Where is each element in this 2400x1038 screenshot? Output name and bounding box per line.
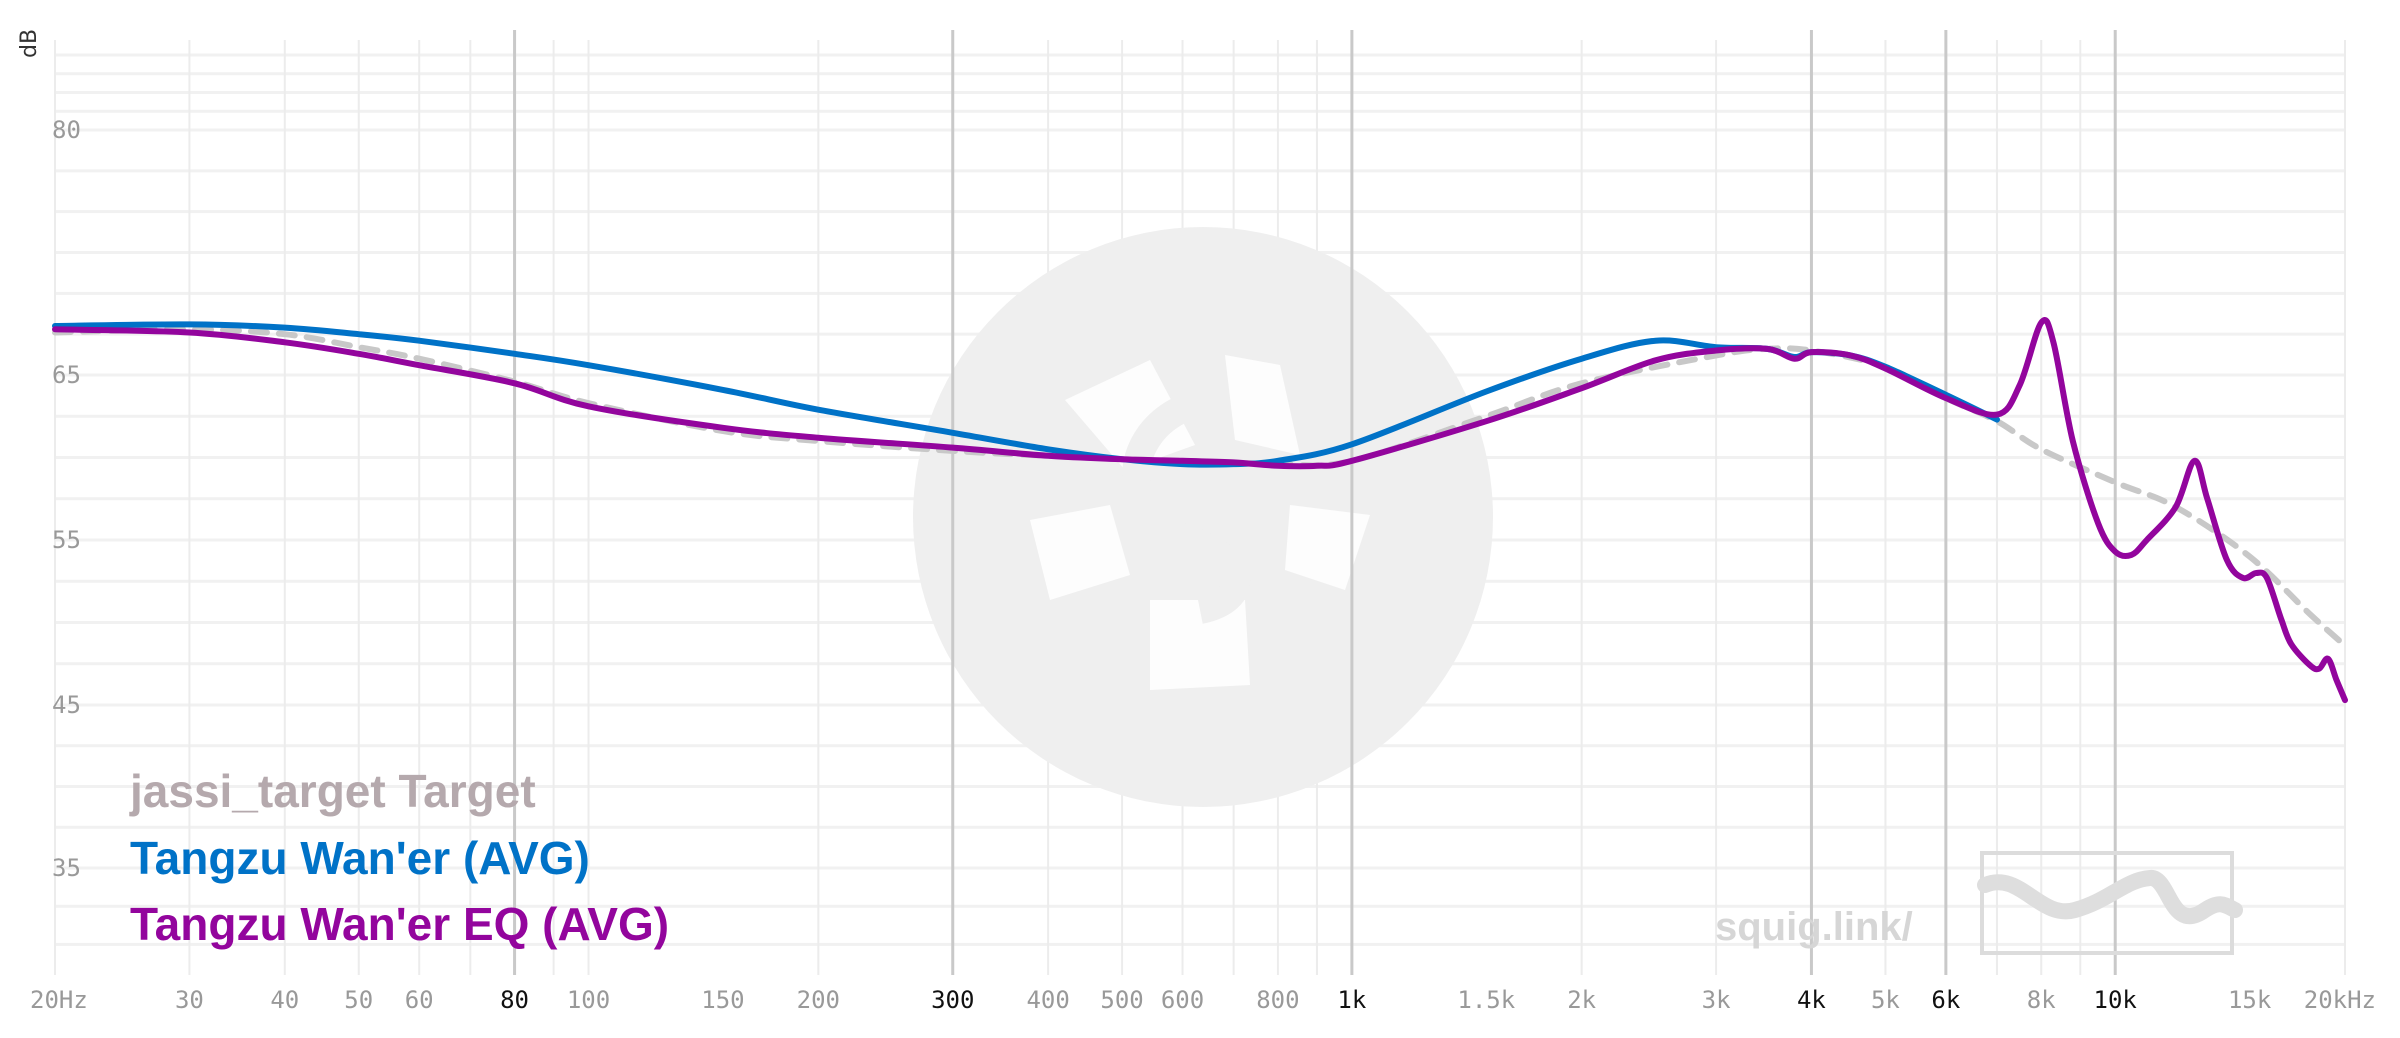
watermark-text: squig.link/ (1715, 905, 1913, 949)
x-tick-label: 200 (797, 986, 840, 1014)
x-tick-label: 20Hz (30, 986, 88, 1014)
legend-entry-1: jassi_target Target (129, 765, 536, 817)
y-unit-label: dB (17, 29, 42, 58)
x-tick-label: 8k (2027, 986, 2056, 1014)
x-tick-label: 30 (175, 986, 204, 1014)
y-tick-label: 65 (52, 361, 81, 389)
x-tick-label: 2k (1567, 986, 1596, 1014)
y-tick-label: 45 (52, 691, 81, 719)
series-lines (52, 316, 2348, 704)
x-tick-label: 300 (931, 986, 974, 1014)
y-tick-label: 80 (52, 116, 81, 144)
y-tick-label: 35 (52, 854, 81, 882)
y-tick-label: 55 (52, 526, 81, 554)
x-tick-label: 500 (1100, 986, 1143, 1014)
x-tick-label: 400 (1026, 986, 1069, 1014)
series-line-3 (52, 316, 2348, 704)
x-tick-label: 20kHz (2304, 986, 2376, 1014)
x-tick-label: 80 (500, 986, 529, 1014)
squiglink-watermark: squig.link/ (1715, 851, 2243, 955)
legend-entry-2: Tangzu Wan'er (AVG) (130, 832, 590, 884)
x-tick-label: 60 (405, 986, 434, 1014)
x-tick-label: 150 (701, 986, 744, 1014)
x-tick-label: 6k (1931, 986, 1960, 1014)
x-tick-label: 3k (1702, 986, 1731, 1014)
x-tick-label: 40 (270, 986, 299, 1014)
x-tick-label: 600 (1161, 986, 1204, 1014)
major-grid (513, 30, 2117, 975)
x-tick-label: 5k (1871, 986, 1900, 1014)
x-tick-label: 10k (2094, 986, 2138, 1014)
axis-ticks: 20Hz 30 40 50 60 80 100 150 200 300 400 500 600 800 1k… (30, 116, 2376, 1014)
x-tick-label: 15k (2228, 986, 2272, 1014)
legend: jassi_target Target Tangzu Wan'er (AVG) Ta… (129, 765, 669, 950)
squiglink-logo-squiggle (1977, 870, 2243, 925)
legend-entry-3: Tangzu Wan'er EQ (AVG) (130, 898, 669, 950)
x-tick-label: 1.5k (1457, 986, 1515, 1014)
logo-watermark (913, 227, 1493, 807)
x-tick-label: 800 (1256, 986, 1299, 1014)
x-tick-label: 50 (344, 986, 373, 1014)
x-tick-label: 1k (1337, 986, 1366, 1014)
x-tick-label: 4k (1797, 986, 1826, 1014)
x-tick-label: 100 (567, 986, 610, 1014)
